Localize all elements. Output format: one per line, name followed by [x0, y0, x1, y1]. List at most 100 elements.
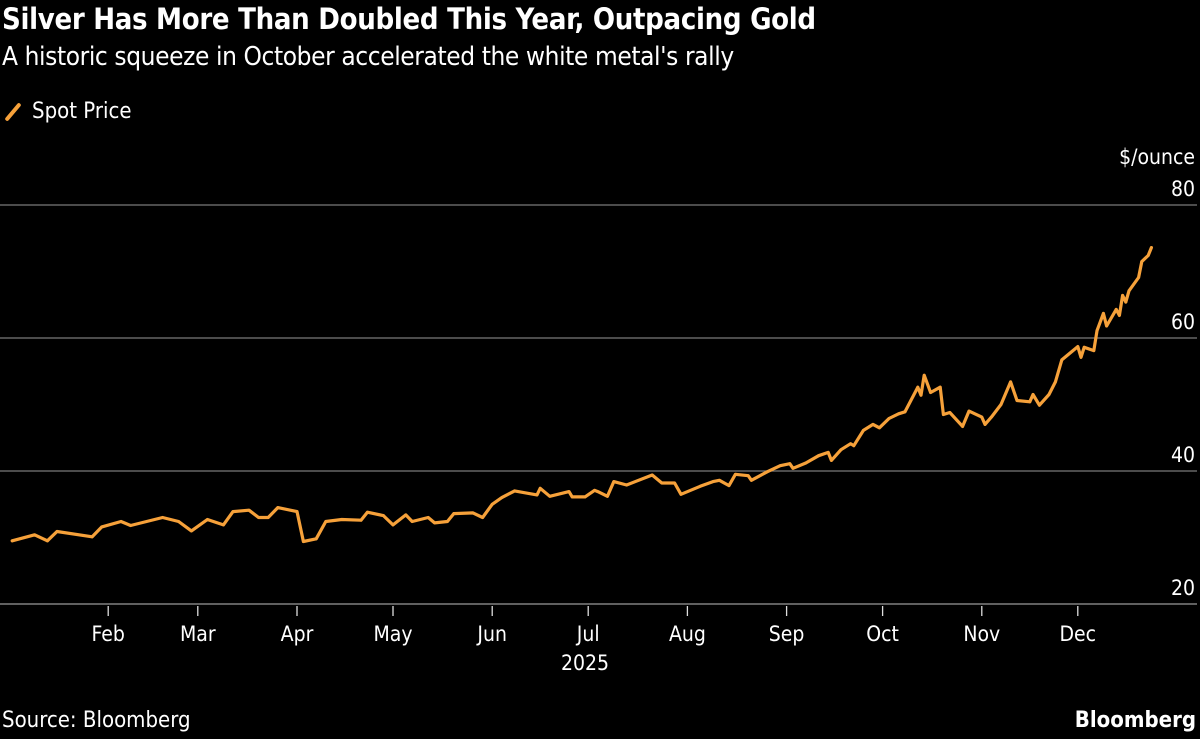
data-point — [490, 502, 494, 506]
data-point — [452, 512, 456, 515]
data-point — [433, 521, 436, 525]
data-point — [266, 516, 270, 519]
data-point — [922, 373, 926, 377]
data-point — [471, 511, 475, 515]
data-point — [788, 462, 792, 466]
data-point — [849, 442, 852, 446]
data-point — [734, 472, 737, 476]
y-tick-label: 20 — [1171, 576, 1195, 600]
series-line-spot-price — [10, 246, 1153, 544]
data-point — [314, 537, 318, 541]
data-point — [826, 450, 830, 454]
data-point — [1082, 345, 1086, 349]
data-point — [679, 492, 683, 496]
data-point — [391, 523, 395, 527]
data-point — [340, 518, 344, 521]
data-point — [1028, 400, 1032, 404]
data-point — [980, 415, 984, 419]
data-point — [698, 484, 702, 488]
data-point — [871, 423, 875, 426]
data-point — [1114, 308, 1118, 311]
data-point — [750, 478, 753, 482]
data-point — [1092, 349, 1096, 353]
data-point — [919, 393, 923, 397]
data-point — [247, 508, 251, 512]
data-point — [1047, 393, 1051, 396]
data-point — [33, 533, 36, 537]
x-tick-label: Dec — [1060, 622, 1097, 646]
data-point — [1146, 254, 1150, 257]
data-point — [897, 412, 900, 416]
data-point — [878, 426, 881, 430]
data-point — [903, 410, 907, 414]
chart-subtitle: A historic squeeze in October accelerate… — [2, 42, 734, 72]
y-tick-label: 80 — [1171, 177, 1195, 201]
x-tick-label: Sep — [769, 622, 805, 646]
data-point — [366, 510, 369, 514]
chart-title: Silver Has More Than Doubled This Year, … — [2, 2, 816, 36]
data-point — [129, 524, 133, 527]
x-axis-year-label: 2025 — [561, 651, 609, 675]
data-point — [746, 474, 750, 478]
data-point — [567, 490, 571, 494]
x-tick-label: Aug — [669, 622, 706, 646]
data-point — [938, 385, 942, 389]
data-point — [404, 513, 408, 517]
data-point — [593, 488, 596, 492]
y-axis-unit-label: $/ounce — [1119, 145, 1195, 169]
data-point — [324, 520, 328, 523]
data-point — [222, 523, 225, 527]
data-point — [382, 514, 385, 517]
x-tick-label: Mar — [180, 622, 216, 646]
data-point — [625, 483, 628, 487]
data-point — [1105, 324, 1108, 328]
data-point — [1009, 380, 1012, 384]
data-point — [1076, 345, 1080, 349]
data-point — [513, 489, 516, 493]
y-tick-label: 40 — [1171, 443, 1195, 467]
data-point — [1095, 329, 1099, 333]
x-tick-label: Apr — [281, 622, 314, 646]
x-tick-label: Feb — [92, 622, 125, 646]
bloomberg-logo: Bloomberg — [1074, 708, 1196, 733]
source-note: Source: Bloomberg — [2, 708, 191, 733]
data-point — [727, 484, 731, 488]
data-point — [999, 403, 1003, 406]
data-point — [1127, 289, 1131, 293]
x-tick-label: May — [373, 622, 412, 646]
data-point — [276, 506, 280, 509]
data-point — [778, 464, 782, 468]
data-point — [1140, 260, 1144, 263]
x-tick-label: Oct — [866, 622, 899, 646]
data-point — [990, 415, 993, 419]
legend: Spot Price — [4, 99, 132, 124]
data-point — [916, 385, 920, 389]
data-point — [596, 490, 600, 494]
data-point — [791, 466, 795, 470]
data-point — [100, 525, 104, 529]
data-point — [718, 478, 721, 482]
data-point — [612, 480, 616, 484]
data-point — [929, 391, 932, 394]
data-point — [817, 454, 820, 458]
data-point — [161, 516, 165, 519]
data-point — [711, 480, 715, 484]
data-point — [295, 510, 299, 513]
data-point — [119, 520, 123, 523]
data-point — [500, 496, 504, 499]
data-point — [1031, 393, 1035, 396]
data-point — [190, 529, 193, 533]
data-point — [1015, 399, 1019, 402]
data-point — [887, 417, 891, 420]
data-point — [302, 540, 305, 543]
data-point — [673, 481, 676, 485]
data-point — [606, 494, 609, 498]
data-point — [650, 473, 654, 477]
data-point — [583, 495, 587, 499]
data-point — [257, 516, 260, 519]
data-point — [538, 486, 542, 490]
legend-label-spot-price: Spot Price — [32, 99, 132, 124]
data-point — [359, 518, 363, 522]
x-tick-label: Nov — [963, 622, 1000, 646]
data-point — [1121, 294, 1124, 297]
